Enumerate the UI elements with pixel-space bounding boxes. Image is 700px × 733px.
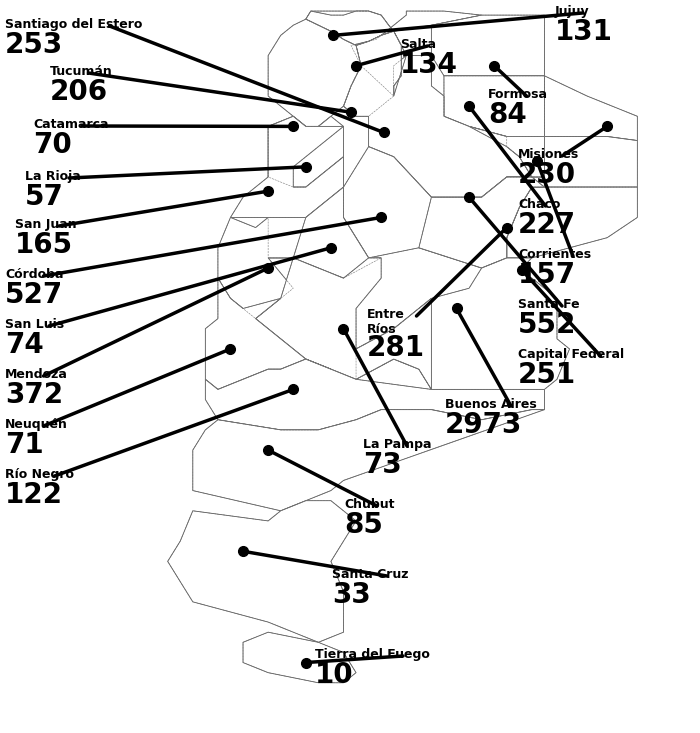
Polygon shape (444, 75, 545, 136)
Text: 230: 230 (518, 161, 576, 189)
Polygon shape (507, 136, 637, 187)
Polygon shape (344, 32, 545, 197)
Text: Buenos Aires: Buenos Aires (445, 398, 537, 411)
Text: Tucumán: Tucumán (50, 65, 113, 78)
Polygon shape (344, 147, 545, 268)
Polygon shape (268, 187, 382, 278)
Polygon shape (218, 218, 306, 319)
Polygon shape (205, 278, 331, 389)
Text: Entre
Ríos: Entre Ríos (367, 308, 405, 336)
Text: 372: 372 (5, 381, 63, 409)
Polygon shape (306, 11, 393, 45)
Text: 281: 281 (367, 334, 425, 362)
Text: Formosa: Formosa (488, 88, 548, 101)
Text: San Luis: San Luis (5, 318, 64, 331)
Text: Catamarca: Catamarca (33, 118, 108, 131)
Text: San Juan: San Juan (15, 218, 76, 231)
Polygon shape (268, 117, 344, 187)
Polygon shape (168, 501, 356, 642)
Text: Corrientes: Corrientes (518, 248, 591, 261)
Text: Santa Cruz: Santa Cruz (332, 568, 409, 581)
Text: 227: 227 (518, 211, 576, 239)
Text: La Pampa: La Pampa (363, 438, 431, 451)
Polygon shape (268, 19, 361, 126)
Text: Misiones: Misiones (518, 148, 580, 161)
Polygon shape (193, 410, 545, 511)
Polygon shape (545, 75, 637, 141)
Text: Mendoza: Mendoza (5, 368, 68, 381)
Text: 57: 57 (25, 183, 64, 211)
Text: Capital Federal: Capital Federal (518, 348, 624, 361)
Text: Neuquén: Neuquén (5, 418, 68, 431)
Polygon shape (431, 15, 545, 75)
Text: 70: 70 (33, 131, 71, 159)
Text: 33: 33 (332, 581, 371, 609)
Text: 165: 165 (15, 231, 73, 259)
Text: 71: 71 (5, 431, 43, 459)
Text: 122: 122 (5, 481, 63, 509)
Polygon shape (205, 359, 545, 430)
Text: 527: 527 (5, 281, 63, 309)
Text: Río Negro: Río Negro (5, 468, 74, 481)
Polygon shape (518, 268, 524, 272)
Text: Santa Fe: Santa Fe (518, 298, 580, 311)
Text: Chubut: Chubut (344, 498, 395, 511)
Polygon shape (230, 117, 344, 218)
Polygon shape (344, 32, 401, 117)
Polygon shape (356, 258, 570, 389)
Text: 2973: 2973 (445, 411, 522, 439)
Polygon shape (419, 126, 545, 268)
Text: 552: 552 (518, 311, 576, 339)
Text: 10: 10 (315, 661, 354, 689)
Text: Santiago del Estero: Santiago del Estero (5, 18, 142, 31)
Text: 73: 73 (363, 451, 402, 479)
Text: Jujuy: Jujuy (555, 5, 589, 18)
Text: 134: 134 (400, 51, 458, 79)
Text: Chaco: Chaco (518, 198, 561, 211)
Text: 206: 206 (50, 78, 108, 106)
Text: Córdoba: Córdoba (5, 268, 64, 281)
Polygon shape (256, 258, 431, 389)
Text: 157: 157 (518, 261, 576, 289)
Text: 74: 74 (5, 331, 43, 359)
Polygon shape (243, 632, 356, 682)
Text: 85: 85 (344, 511, 383, 539)
Polygon shape (507, 187, 637, 258)
Polygon shape (306, 11, 482, 96)
Text: 253: 253 (5, 31, 63, 59)
Text: 84: 84 (488, 101, 526, 129)
Text: 251: 251 (518, 361, 576, 389)
Text: La Rioja: La Rioja (25, 170, 81, 183)
Text: Salta: Salta (400, 38, 436, 51)
Text: Tierra del Fuego: Tierra del Fuego (315, 648, 430, 661)
Text: 131: 131 (555, 18, 613, 46)
